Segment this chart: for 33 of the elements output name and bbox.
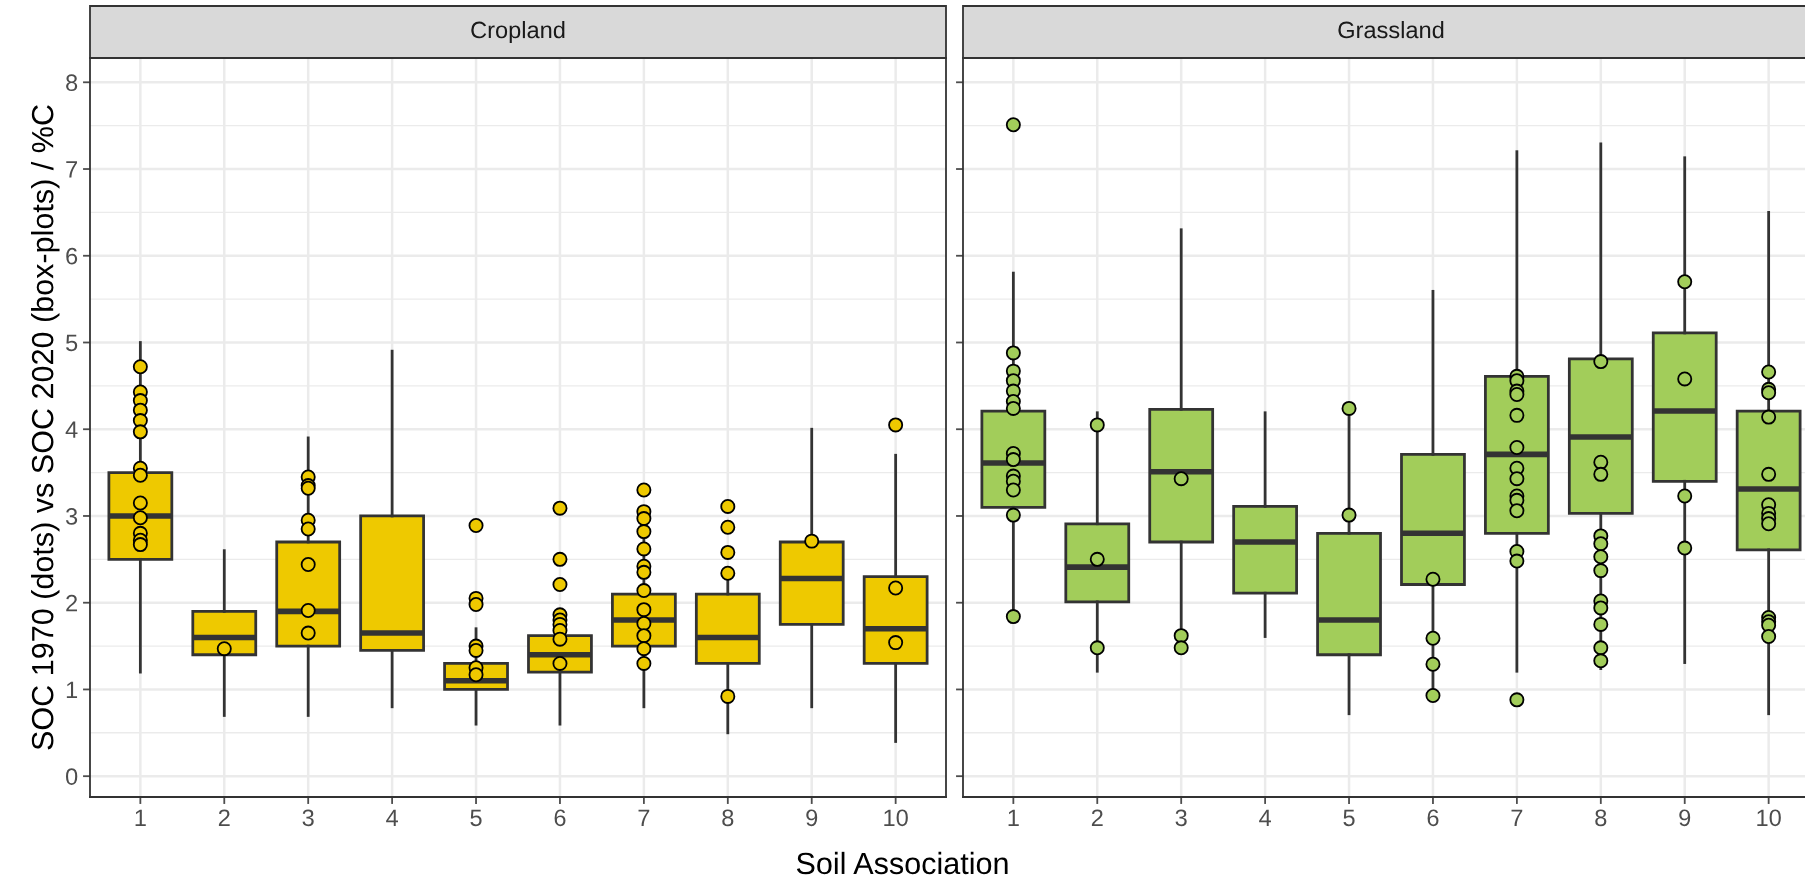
y-tick-label: 2 <box>66 594 78 612</box>
x-tick-label: 8 <box>1595 809 1607 827</box>
y-tick-label: 5 <box>66 334 78 352</box>
x-axis-title: Soil Association <box>796 851 1008 875</box>
x-tick-label: 10 <box>1757 809 1781 827</box>
x-tick-label: 1 <box>1008 809 1019 826</box>
x-tick-label: 1 <box>135 809 146 826</box>
y-tick-label: 8 <box>66 74 78 92</box>
x-tick-label: 10 <box>884 809 908 827</box>
x-tick-label: 7 <box>1511 809 1523 826</box>
x-tick-label: 7 <box>638 809 650 826</box>
x-tick-label: 2 <box>1091 809 1103 826</box>
y-axis-title: SOC 1970 (dots) vs SOC 2020 (box-plots) / %C <box>31 105 60 750</box>
x-tick-label: 5 <box>470 809 482 827</box>
y-tick-label: 1 <box>66 681 78 698</box>
y-tick-label: 7 <box>66 161 78 178</box>
x-tick-label: 6 <box>1427 809 1439 827</box>
chart-title: Cropland <box>471 21 565 43</box>
x-tick-label: 4 <box>386 809 398 826</box>
x-tick-label: 8 <box>722 809 734 827</box>
x-tick-label: 6 <box>554 809 566 827</box>
x-tick-label: 9 <box>1679 809 1691 827</box>
x-tick-label: 3 <box>1175 809 1187 827</box>
x-tick-label: 4 <box>1259 809 1271 826</box>
y-tick-label: 6 <box>66 247 78 265</box>
y-tick-label: 3 <box>65 508 78 525</box>
x-tick-label: 5 <box>1343 809 1355 827</box>
x-tick-label: 3 <box>302 809 314 827</box>
x-tick-label: 9 <box>806 809 818 827</box>
y-tick-label: 4 <box>65 421 78 438</box>
y-tick-label: 0 <box>65 768 78 785</box>
chart-title: Grassland <box>1338 21 1444 39</box>
x-tick-label: 2 <box>218 809 230 826</box>
